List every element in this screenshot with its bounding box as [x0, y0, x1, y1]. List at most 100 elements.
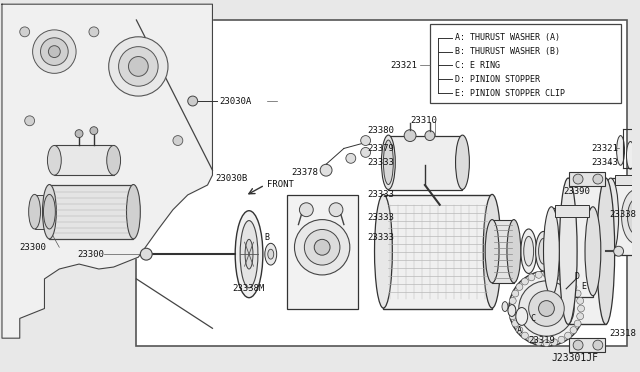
Circle shape	[543, 340, 550, 347]
Circle shape	[570, 327, 577, 334]
Circle shape	[550, 271, 557, 278]
Text: D: PINION STOPPER: D: PINION STOPPER	[454, 75, 540, 84]
Circle shape	[528, 274, 535, 281]
Circle shape	[49, 46, 60, 58]
Text: A: A	[517, 326, 522, 335]
Circle shape	[314, 239, 330, 255]
Text: 23333: 23333	[367, 190, 394, 199]
Circle shape	[140, 248, 152, 260]
Ellipse shape	[507, 219, 521, 283]
Circle shape	[522, 278, 529, 285]
Circle shape	[529, 291, 564, 326]
Circle shape	[346, 153, 356, 163]
Bar	[136, 20, 627, 346]
Text: E: PINION STOPPER CLIP: E: PINION STOPPER CLIP	[454, 89, 564, 97]
Bar	[49, 185, 133, 239]
Circle shape	[129, 57, 148, 76]
Circle shape	[33, 30, 76, 73]
Circle shape	[528, 336, 535, 343]
Circle shape	[519, 281, 574, 336]
Bar	[430, 24, 621, 103]
Ellipse shape	[235, 211, 263, 298]
Circle shape	[516, 283, 523, 291]
Text: D: D	[574, 272, 579, 281]
Text: J23301JF: J23301JF	[552, 353, 598, 363]
Ellipse shape	[585, 207, 601, 296]
Text: B: THURUST WASHER (B): B: THURUST WASHER (B)	[454, 47, 559, 56]
Ellipse shape	[627, 199, 640, 234]
Circle shape	[522, 332, 529, 339]
Text: 23030B: 23030B	[216, 174, 248, 183]
Text: 23310: 23310	[410, 116, 437, 125]
Ellipse shape	[502, 302, 508, 311]
Bar	[568, 178, 605, 324]
Circle shape	[509, 297, 516, 304]
Ellipse shape	[29, 195, 40, 229]
Circle shape	[558, 274, 565, 281]
Circle shape	[538, 301, 554, 317]
Text: 23319: 23319	[529, 336, 556, 344]
Bar	[556, 205, 589, 217]
Text: 23333: 23333	[367, 233, 394, 242]
Circle shape	[614, 246, 623, 256]
Circle shape	[90, 127, 98, 135]
Text: 23321: 23321	[591, 144, 618, 153]
Circle shape	[564, 332, 572, 339]
Bar	[35, 195, 52, 230]
Bar	[54, 145, 114, 175]
Text: 23333: 23333	[367, 213, 394, 222]
Bar	[569, 338, 605, 352]
Circle shape	[550, 339, 557, 346]
Circle shape	[173, 136, 183, 145]
Circle shape	[118, 46, 158, 86]
Bar	[383, 195, 492, 308]
Bar	[552, 208, 593, 297]
Ellipse shape	[483, 195, 501, 308]
Text: 23338M: 23338M	[232, 284, 264, 293]
Ellipse shape	[621, 189, 640, 244]
Circle shape	[361, 147, 371, 157]
Text: 23300: 23300	[20, 243, 47, 252]
Circle shape	[89, 27, 99, 37]
Text: B: B	[265, 233, 270, 242]
Ellipse shape	[268, 249, 274, 259]
Circle shape	[512, 290, 519, 297]
Text: 23338: 23338	[610, 210, 637, 219]
Circle shape	[20, 27, 29, 37]
Circle shape	[558, 336, 565, 343]
Circle shape	[543, 270, 550, 278]
Circle shape	[40, 38, 68, 65]
Circle shape	[512, 320, 519, 327]
Circle shape	[425, 131, 435, 141]
Ellipse shape	[47, 145, 61, 175]
Ellipse shape	[265, 243, 276, 265]
Circle shape	[329, 203, 343, 217]
Ellipse shape	[374, 195, 392, 308]
Ellipse shape	[44, 195, 55, 229]
Ellipse shape	[516, 308, 528, 326]
Circle shape	[361, 136, 371, 145]
Ellipse shape	[559, 178, 577, 324]
Circle shape	[574, 290, 581, 297]
Bar	[388, 136, 463, 190]
Text: E: E	[581, 282, 586, 291]
Circle shape	[570, 283, 577, 291]
Text: C: C	[531, 314, 536, 323]
Ellipse shape	[485, 219, 499, 283]
Circle shape	[535, 339, 542, 346]
Circle shape	[516, 327, 523, 334]
Circle shape	[593, 174, 603, 184]
Ellipse shape	[616, 136, 625, 165]
Ellipse shape	[521, 229, 536, 273]
Text: 23378: 23378	[291, 168, 318, 177]
Circle shape	[573, 174, 583, 184]
Circle shape	[320, 164, 332, 176]
Circle shape	[294, 219, 350, 275]
Bar	[614, 175, 640, 185]
Text: 23300: 23300	[77, 250, 104, 259]
Text: 23379: 23379	[367, 144, 394, 153]
Ellipse shape	[381, 135, 396, 189]
Ellipse shape	[127, 185, 140, 239]
Text: FRONT: FRONT	[267, 180, 294, 189]
Circle shape	[305, 230, 340, 265]
